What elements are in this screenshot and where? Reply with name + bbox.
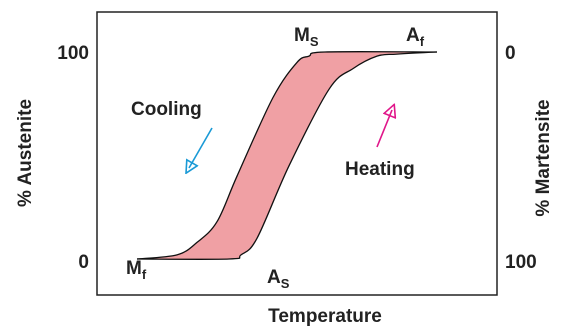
left-tick-0: 0	[78, 252, 89, 273]
left-tick-100: 100	[57, 43, 89, 64]
heating-label: Heating	[345, 159, 415, 180]
hysteresis-area	[137, 51, 437, 260]
cooling-curve	[136, 51, 438, 260]
heating-arrow-icon	[376, 110, 392, 148]
y-axis-title-left: % Austenite	[15, 99, 36, 207]
cooling-arrow-icon	[189, 127, 213, 168]
mf-label: Mf	[126, 258, 147, 282]
x-axis-title: Temperature	[268, 306, 382, 327]
right-tick-100: 100	[505, 252, 537, 273]
y-axis-title-right: % Martensite	[533, 99, 554, 216]
as-label: AS	[267, 267, 290, 291]
heating-curve	[136, 51, 438, 260]
plot-frame	[96, 11, 498, 296]
ms-label: MS	[294, 25, 319, 49]
right-tick-0: 0	[505, 43, 516, 64]
af-label: Af	[406, 25, 425, 49]
cooling-label: Cooling	[131, 99, 202, 120]
